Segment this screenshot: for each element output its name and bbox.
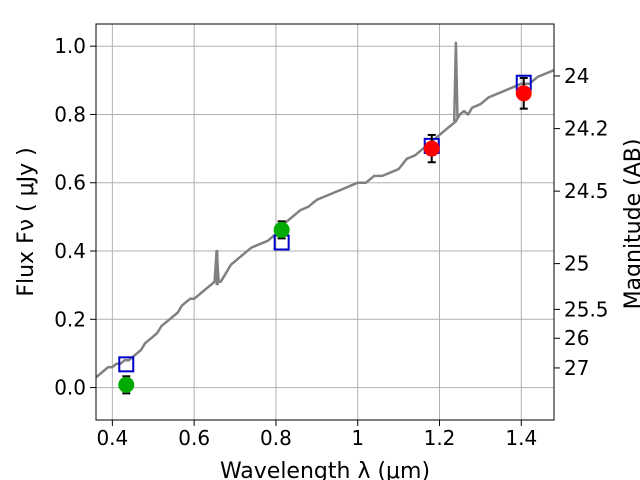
emission-line xyxy=(452,41,459,122)
y-tick-label: 1.0 xyxy=(54,34,86,58)
right-tick-label: 24.2 xyxy=(564,117,609,141)
spectrum-line xyxy=(96,68,554,379)
y-tick-label: 0.6 xyxy=(54,171,86,195)
x-tick-label: 0.8 xyxy=(260,426,292,450)
y-tick-label: 0.8 xyxy=(54,102,86,126)
x-tick-label: 1 xyxy=(351,426,364,450)
right-tick-label: 27 xyxy=(564,356,589,380)
axis-ticks: 0.4 0.6 0.8 1 1.2 1.4 0.0 0.2 0.4 0.6 0.8 1.0 24 24.2… xyxy=(54,34,608,450)
grid xyxy=(96,24,554,420)
y-tick-label: 0.2 xyxy=(54,307,86,331)
model-photometry-point xyxy=(118,356,135,373)
plot-frame xyxy=(95,23,555,421)
right-tick-label: 24 xyxy=(564,64,589,88)
emission-line xyxy=(215,249,219,286)
x-tick-label: 0.6 xyxy=(178,426,210,450)
right-tick-label: 26 xyxy=(564,326,589,350)
x-tick-label: 1.2 xyxy=(424,426,456,450)
right-tick-label: 25 xyxy=(564,252,589,276)
right-tick-label: 24.5 xyxy=(564,179,609,203)
observed-nir-point xyxy=(423,140,440,157)
right-tick-label: 25.5 xyxy=(564,297,609,321)
observed-optical-point xyxy=(273,221,290,238)
y-tick-label: 0.0 xyxy=(54,376,86,400)
x-tick-label: 0.4 xyxy=(96,426,128,450)
x-axis-label: Wavelength λ (μm) xyxy=(220,459,430,480)
y-axis-label: Flux Fν ( μJy ) xyxy=(14,147,39,296)
plot-series xyxy=(96,41,554,395)
observed-optical-point xyxy=(118,376,135,393)
right-axis-label: Magnitude (AB) xyxy=(621,139,640,310)
observed-nir-point xyxy=(515,85,532,102)
y-tick-label: 0.4 xyxy=(54,239,86,263)
x-tick-label: 1.4 xyxy=(505,426,537,450)
